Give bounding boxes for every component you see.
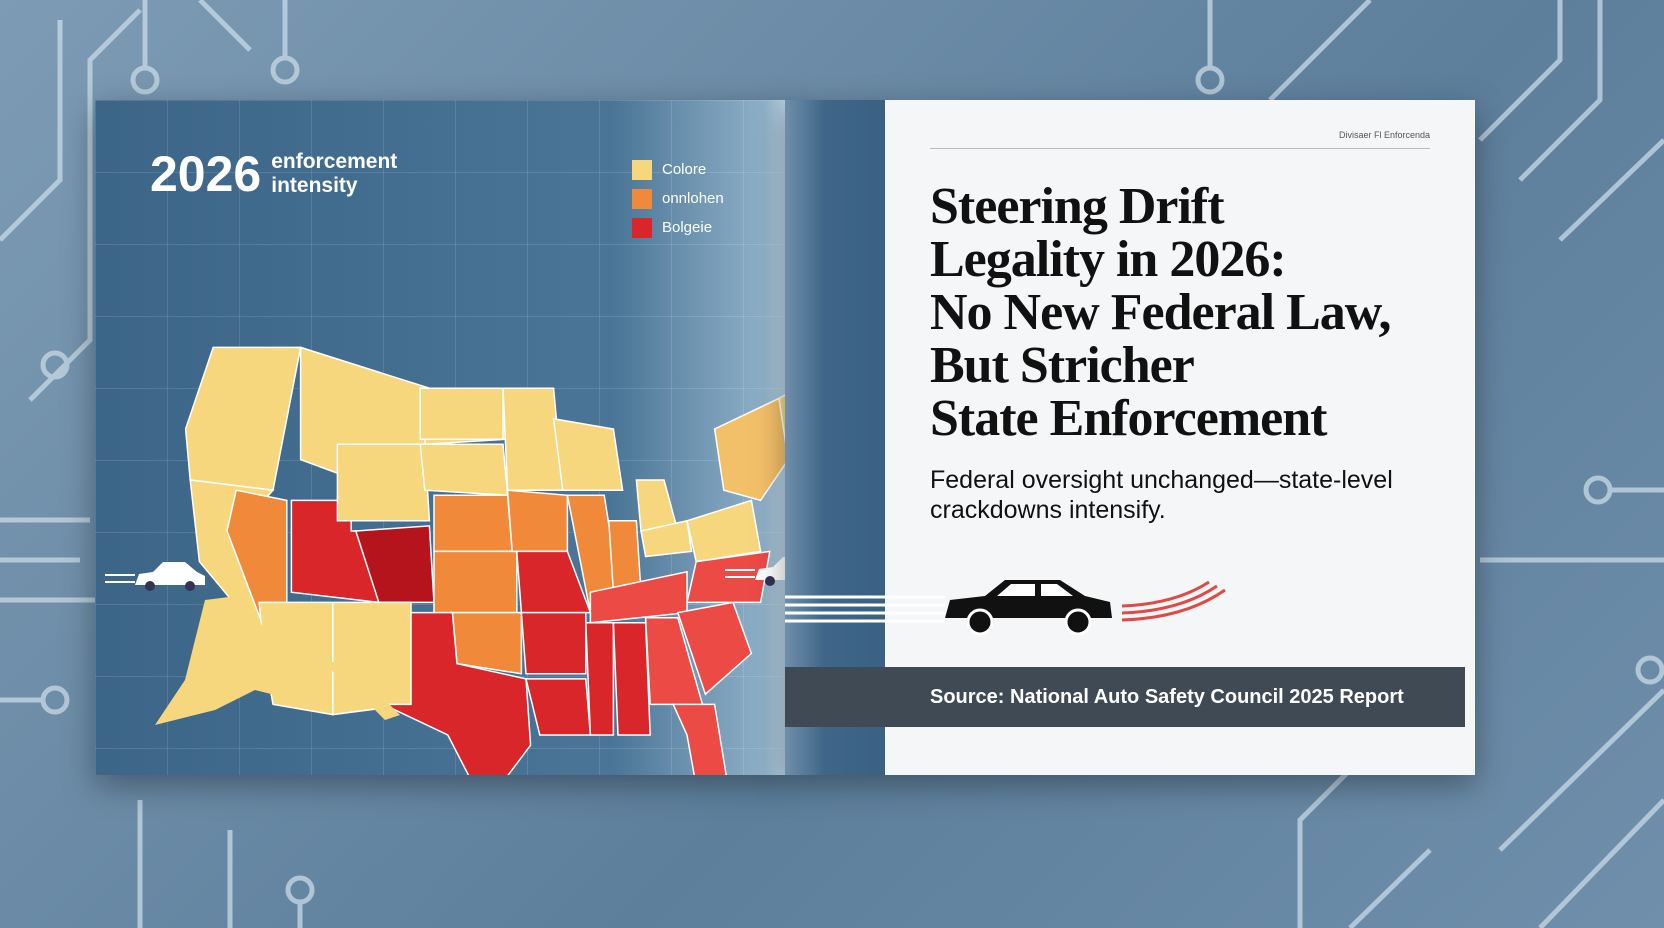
state-region [640,519,693,558]
state-region [433,550,518,614]
legend-item: Colore [632,155,724,184]
state-region [520,611,587,675]
state-region [383,611,532,775]
car-icon [105,562,205,591]
state-region [635,479,679,532]
map-legend: Colore onnlohen Bolgeie [632,155,724,242]
state-region [672,703,727,775]
us-enforcement-map [105,346,785,775]
state-region [336,443,431,522]
headline: Steering Drift Legality in 2026: No New … [930,178,1391,447]
state-region [608,520,642,593]
legend-item: onnlohen [632,184,724,213]
legend-item: Bolgeie [632,213,724,242]
state-region [184,346,302,492]
state-region [419,387,504,440]
state-region [419,443,509,497]
state-region [552,417,624,491]
subheadline: Federal oversight unchanged—state-level … [930,466,1393,524]
state-region [502,387,564,491]
state-region [433,494,514,553]
state-region [515,550,592,614]
alaska-shape [155,595,295,725]
source-bar: Source: National Auto Safety Council 202… [785,667,1465,727]
car-icon [725,557,785,586]
state-region [585,622,615,736]
car-icon [785,580,1226,636]
map-page: 2026 enforcement intensity Colore onnlohe… [95,100,785,775]
legend-swatch [632,159,652,180]
state-region [612,622,651,736]
state-region [525,678,592,736]
running-header: Divisaer Fl Enforcenda [930,130,1430,149]
state-region [506,489,569,553]
map-title: 2026 enforcement intensity [150,146,398,202]
state-region [676,601,753,696]
legend-swatch [632,217,652,238]
hawaii-shape [325,660,400,720]
page-gutter [785,100,885,775]
legend-swatch [632,188,652,209]
state-region [713,397,785,502]
article-page: Divisaer Fl Enforcenda Steering Drift Le… [785,100,1475,775]
state-region [686,499,762,563]
state-region [778,394,785,444]
